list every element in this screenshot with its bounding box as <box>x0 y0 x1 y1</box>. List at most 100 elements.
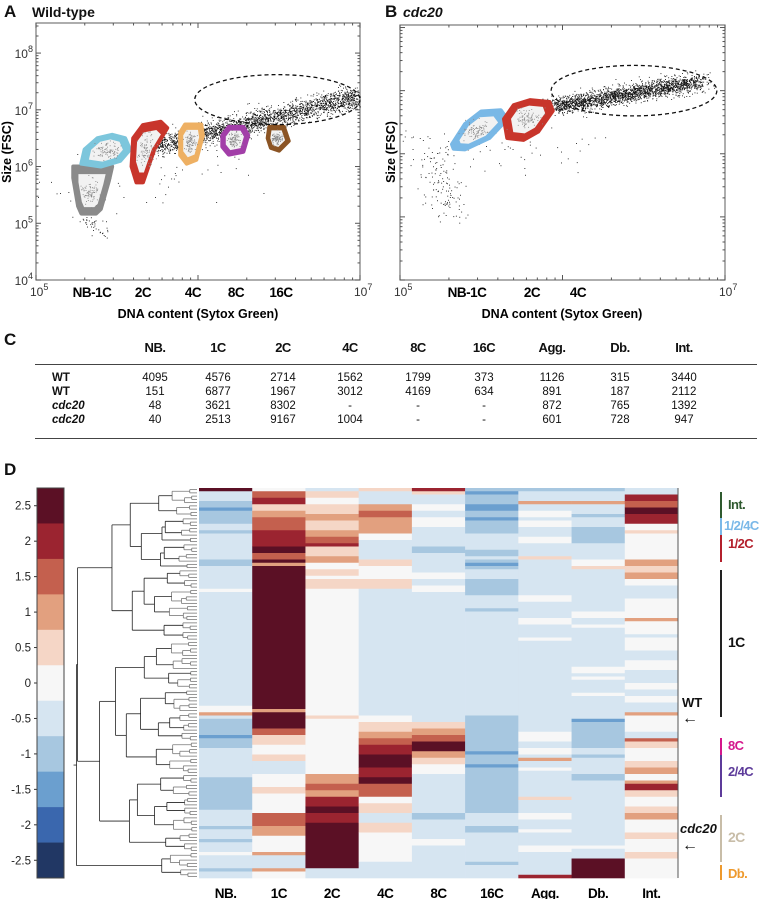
data-point <box>329 100 331 102</box>
data-point <box>601 103 603 105</box>
data-point <box>348 96 350 98</box>
data-point <box>177 141 179 143</box>
data-point <box>255 118 257 120</box>
data-point <box>234 111 235 113</box>
data-point <box>235 137 237 139</box>
data-point <box>233 143 234 145</box>
data-point <box>681 82 682 83</box>
data-point <box>87 192 89 193</box>
data-point <box>591 94 592 96</box>
data-point <box>110 152 111 154</box>
data-point <box>686 79 688 80</box>
data-point <box>347 100 349 102</box>
data-point <box>566 106 568 108</box>
data-point <box>342 101 344 103</box>
data-point <box>81 189 83 191</box>
data-point <box>358 103 360 105</box>
data-point <box>666 90 668 92</box>
data-point <box>148 165 150 167</box>
data-point <box>319 105 320 106</box>
data-point <box>323 99 325 100</box>
data-point <box>343 95 345 97</box>
data-point <box>339 109 340 111</box>
data-point <box>137 156 139 158</box>
data-point <box>331 107 333 109</box>
data-point <box>641 80 643 82</box>
data-point <box>263 124 265 126</box>
data-point <box>631 90 632 92</box>
data-point <box>231 132 233 134</box>
data-point <box>302 109 304 111</box>
data-point <box>303 105 305 107</box>
data-point <box>346 91 348 93</box>
data-point <box>584 106 586 107</box>
data-point <box>281 136 283 137</box>
data-point <box>321 108 323 110</box>
data-point <box>209 137 211 139</box>
data-point <box>224 117 226 119</box>
data-point <box>682 84 684 86</box>
data-point <box>664 81 665 82</box>
data-point <box>175 153 176 154</box>
data-point <box>638 88 639 90</box>
data-point <box>240 134 242 135</box>
data-point <box>293 107 295 109</box>
data-point <box>337 107 339 108</box>
data-point <box>670 85 672 87</box>
data-point <box>99 148 101 149</box>
data-point <box>665 95 667 97</box>
data-point <box>611 94 613 96</box>
data-point <box>558 105 560 107</box>
data-point <box>659 87 660 89</box>
data-point <box>175 175 177 177</box>
panel-d-letter: D <box>4 460 17 479</box>
data-point <box>306 114 308 115</box>
data-point <box>557 102 558 104</box>
plot-frame <box>399 24 726 281</box>
data-point <box>328 106 330 108</box>
data-point <box>256 114 258 116</box>
data-point <box>284 120 285 122</box>
data-point <box>604 93 606 94</box>
data-point <box>277 141 279 143</box>
data-point <box>640 91 641 93</box>
data-point <box>292 110 294 112</box>
data-point <box>609 101 611 103</box>
data-point <box>577 102 579 104</box>
data-point <box>599 95 601 96</box>
data-point <box>632 90 634 91</box>
data-point <box>192 143 194 144</box>
data-point <box>171 141 173 143</box>
data-point <box>340 89 342 91</box>
data-point <box>246 114 248 116</box>
data-point <box>340 85 342 87</box>
data-point <box>629 99 631 101</box>
data-point <box>354 94 356 96</box>
data-point <box>252 113 254 115</box>
data-point <box>143 146 145 148</box>
data-point <box>688 91 690 92</box>
data-point <box>699 76 700 78</box>
data-point <box>675 83 677 85</box>
data-point <box>256 115 258 117</box>
data-point <box>648 88 650 90</box>
data-point <box>290 114 292 116</box>
data-point <box>336 101 338 103</box>
data-point <box>648 89 650 91</box>
data-point <box>573 100 574 102</box>
data-point <box>583 103 584 104</box>
data-point <box>628 94 630 96</box>
data-point <box>167 145 169 147</box>
data-point <box>89 186 91 188</box>
data-point <box>231 142 233 143</box>
data-point <box>694 84 695 86</box>
data-point <box>193 136 195 137</box>
data-point <box>635 85 637 87</box>
data-point <box>109 152 110 153</box>
data-point <box>350 93 352 95</box>
data-point <box>335 104 336 106</box>
data-point <box>251 138 252 140</box>
data-point <box>298 108 300 110</box>
data-point <box>671 82 673 84</box>
data-point <box>113 141 114 143</box>
